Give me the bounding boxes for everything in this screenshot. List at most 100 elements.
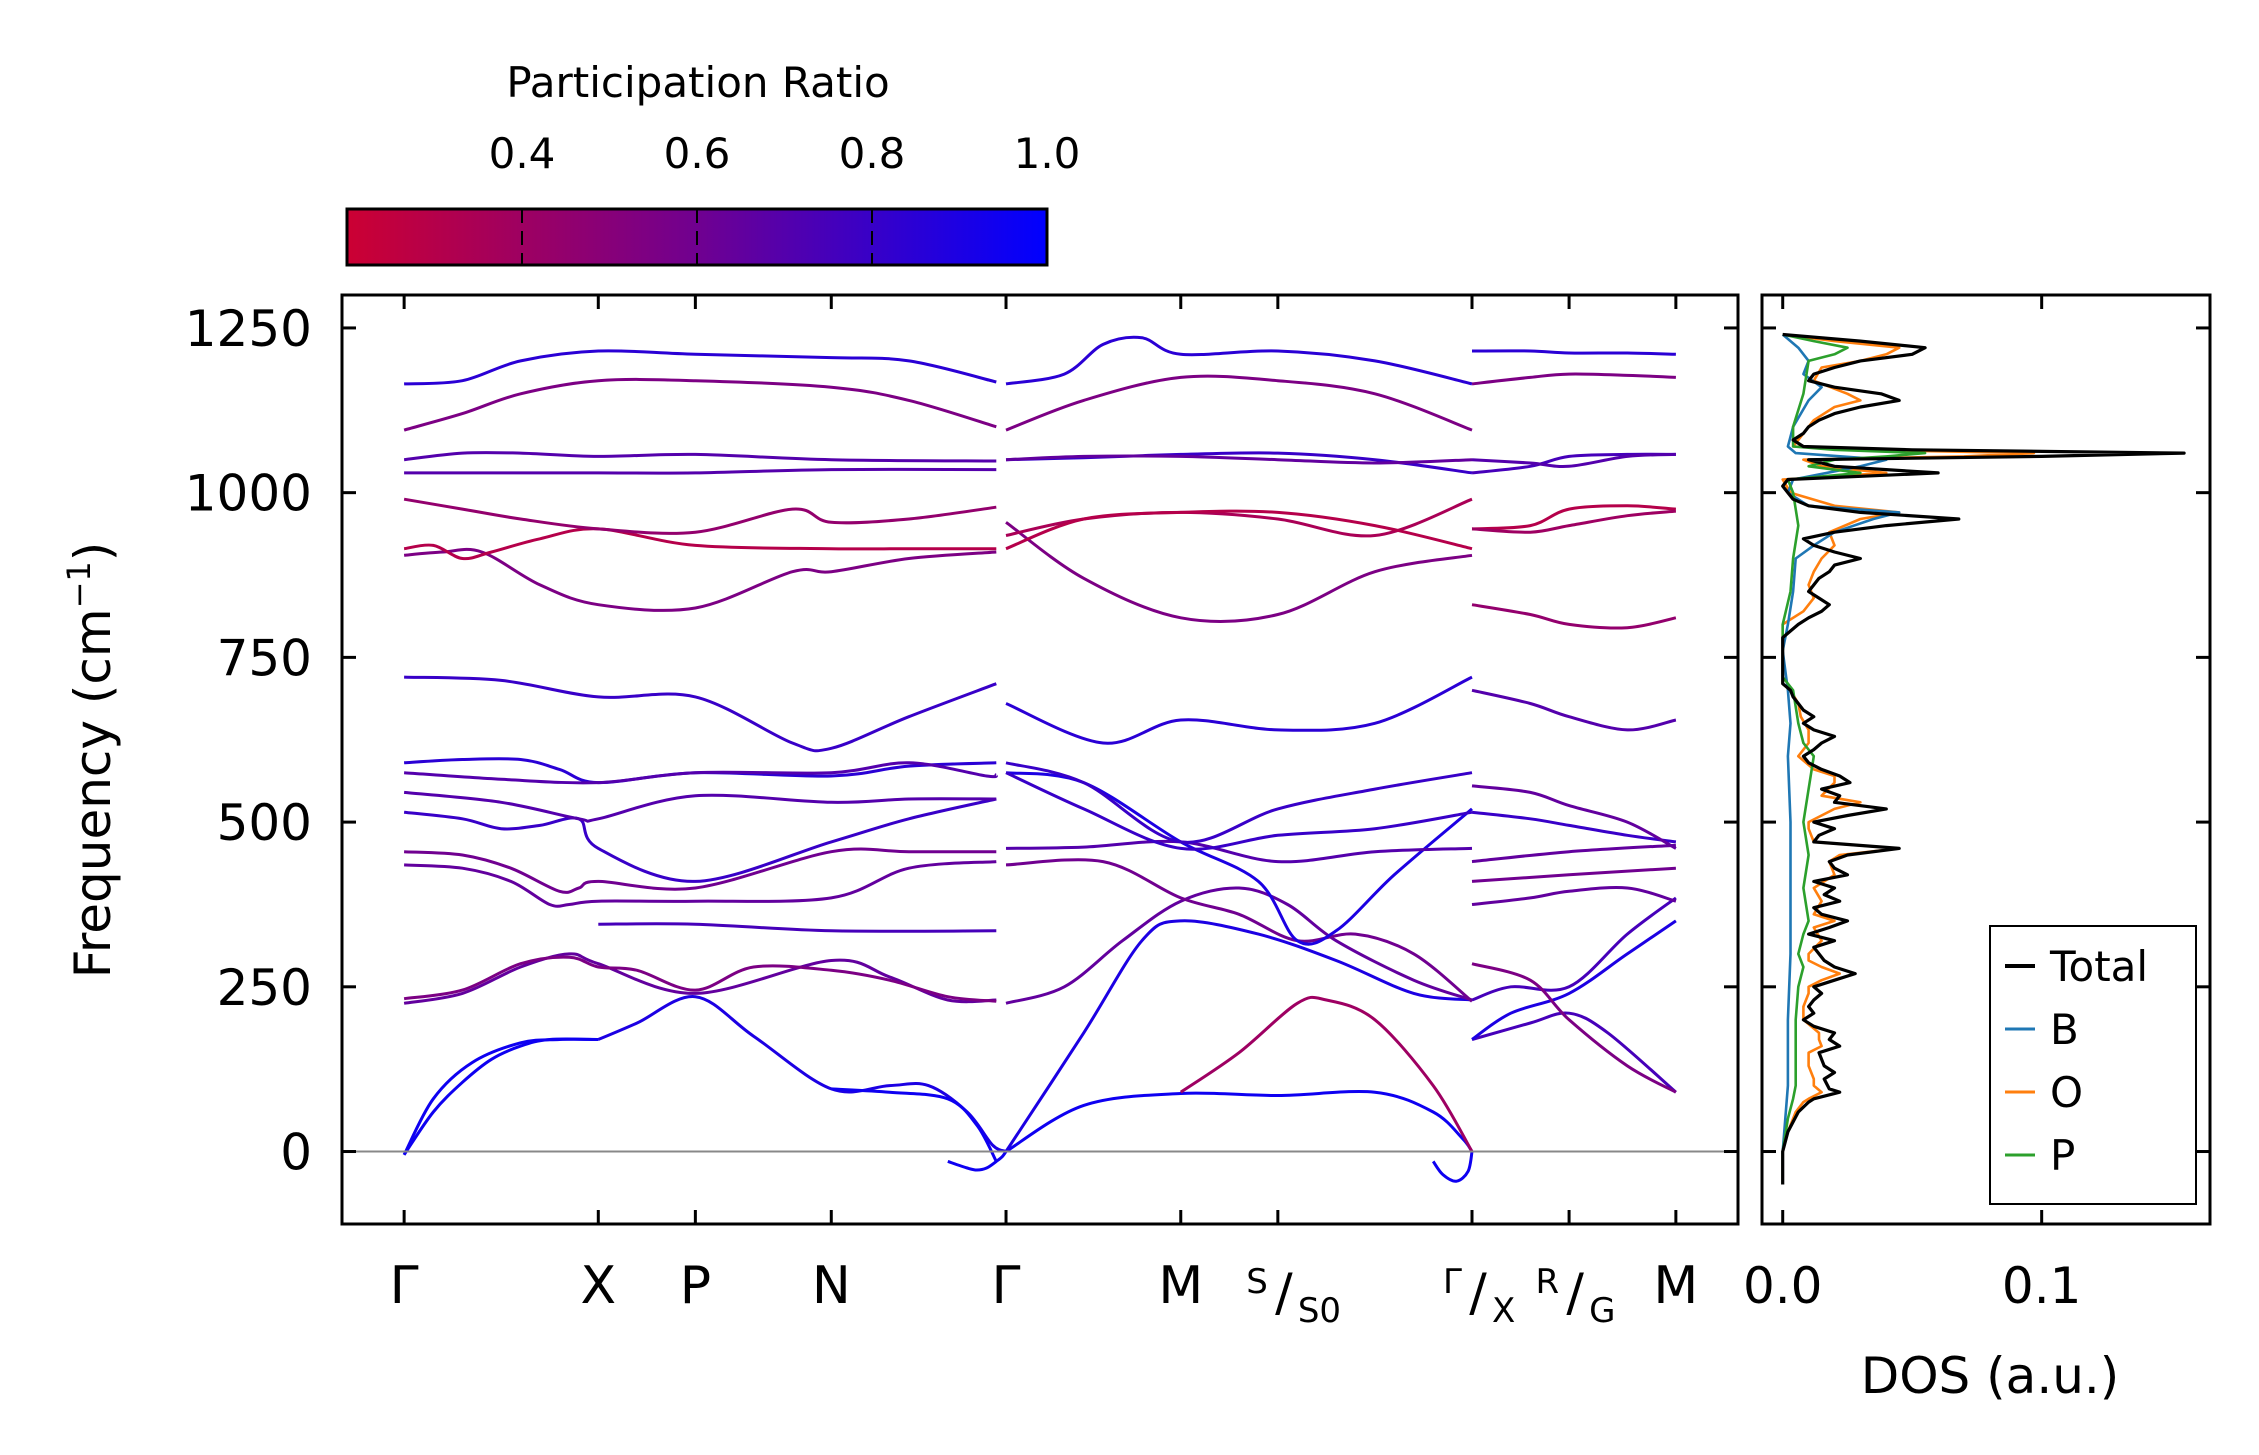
phonon-band <box>1471 603 1677 630</box>
x-tick-label: P <box>680 1256 711 1316</box>
phonon-band <box>404 349 997 386</box>
phonon-band <box>1471 810 1677 844</box>
phonon-band <box>403 952 997 1005</box>
phonon-band <box>1179 995 1474 1153</box>
x-tick-label: M <box>1158 1256 1203 1316</box>
dispersion-frame <box>340 293 1740 1226</box>
phonon-band <box>1431 1151 1474 1183</box>
phonon-band <box>1471 452 1676 469</box>
x-tick-label-upper: Γ <box>1443 1262 1462 1302</box>
phonon-band <box>1005 454 1473 465</box>
phonon-band <box>403 497 997 535</box>
phonon-band <box>403 761 998 785</box>
x-tick-label: M <box>1653 1256 1698 1316</box>
legend-label-total: Total <box>2049 942 2148 991</box>
colorbar: Participation Ratio 0.4 0.6 0.8 1.0 <box>345 58 1081 267</box>
phonon-band <box>1005 886 1473 1005</box>
phonon-band <box>1471 866 1676 883</box>
phonon-band <box>1005 1089 1474 1153</box>
phonon-band <box>1471 1011 1677 1094</box>
phonon-band <box>1005 839 1473 864</box>
phonon-band <box>1471 962 1677 1094</box>
x-tick-label-lower: S0 <box>1298 1291 1341 1331</box>
phonon-band <box>402 1037 599 1156</box>
phonon-band <box>1005 675 1473 745</box>
y-tick-label: 1000 <box>185 465 312 523</box>
x-tick-label-slash: / <box>1275 1263 1293 1323</box>
x-tick-label: S / S0 <box>1246 1262 1341 1331</box>
phonon-band <box>1004 919 1473 1153</box>
phonon-band <box>403 527 997 561</box>
phonon-band <box>1471 349 1676 356</box>
phonon-band <box>403 790 997 823</box>
phonon-band <box>1471 843 1676 864</box>
phonon-band <box>1471 688 1677 732</box>
y-tick-label: 750 <box>217 629 312 687</box>
phonon-band <box>598 922 997 933</box>
phonon-band <box>403 547 997 612</box>
legend-label-o: O <box>2050 1068 2083 1117</box>
x-tick-label: N <box>812 1256 851 1316</box>
phonon-band <box>403 377 997 432</box>
phonon-band <box>1005 335 1473 386</box>
dos-x-tick-label: 0.0 <box>1743 1257 1823 1315</box>
x-tick-label-upper: S <box>1246 1262 1268 1302</box>
phonon-band <box>404 847 997 894</box>
phonon-band <box>404 860 997 908</box>
x-tick-label: Γ <box>390 1256 419 1316</box>
colorbar-tick-label: 1.0 <box>1014 129 1081 178</box>
dos-series-b <box>1781 333 1901 1185</box>
x-tick-label: Γ / X <box>1443 1262 1515 1331</box>
phonon-band <box>1471 452 1676 475</box>
y-tick-label: 1250 <box>185 300 312 358</box>
phonon-band <box>1005 771 1473 851</box>
phonon-band <box>947 1150 1008 1172</box>
phonon-band <box>597 995 1007 1153</box>
dos-panel: 0.0 0.1 DOS (a.u.) Total BOP <box>1743 293 2212 1405</box>
dos-frame <box>1760 293 2212 1226</box>
x-tick-label-slash: / <box>1469 1263 1487 1323</box>
colorbar-tick-label: 0.6 <box>664 129 731 178</box>
phonon-band <box>404 675 997 753</box>
phonon-band <box>831 1087 998 1163</box>
dos-x-tick-label: 0.1 <box>2002 1257 2082 1315</box>
phonon-band <box>404 467 997 475</box>
colorbar-tick-label: 0.8 <box>839 129 906 178</box>
y-tick-label: 500 <box>217 794 312 852</box>
phonon-band <box>403 797 997 883</box>
x-tick-label-lower: G <box>1589 1291 1615 1331</box>
frequency-axis-title: Frequency (cm−1) <box>60 542 122 979</box>
dos-series-total <box>1781 332 2186 1185</box>
phonon-band <box>1471 372 1676 386</box>
phonon-band <box>403 955 997 1003</box>
legend-box <box>1989 925 2197 1205</box>
y-tick-label: 250 <box>217 959 312 1017</box>
phonon-band <box>1471 886 1677 906</box>
phonon-band <box>1471 509 1677 534</box>
phonon-band <box>1005 761 1473 844</box>
phonon-band <box>1471 784 1677 850</box>
x-tick-label: Γ <box>992 1256 1021 1316</box>
legend-label-b: B <box>2050 1005 2079 1054</box>
x-tick-label-upper: R <box>1535 1262 1559 1302</box>
phonon-band <box>1471 504 1676 531</box>
phonon-band <box>1005 509 1473 551</box>
phonon-band <box>1471 919 1677 1041</box>
colorbar-tick-label: 0.4 <box>489 129 556 178</box>
phonon-band <box>1005 858 1473 1003</box>
phonon-band <box>1005 521 1473 623</box>
legend-label-p: P <box>2050 1131 2075 1180</box>
phonon-band <box>1471 896 1677 1002</box>
x-tick-label-lower: X <box>1492 1291 1515 1331</box>
dos-legend: Total BOP <box>1989 925 2197 1205</box>
x-tick-label-slash: / <box>1566 1263 1584 1323</box>
phonon-band <box>403 450 997 463</box>
colorbar-title: Participation Ratio <box>506 58 889 107</box>
y-tick-label: 0 <box>280 1124 312 1182</box>
x-tick-label: R / G <box>1535 1262 1615 1331</box>
phonon-band <box>1005 374 1473 432</box>
dos-axis-title: DOS (a.u.) <box>1861 1347 2120 1405</box>
x-tick-label: X <box>580 1256 616 1316</box>
